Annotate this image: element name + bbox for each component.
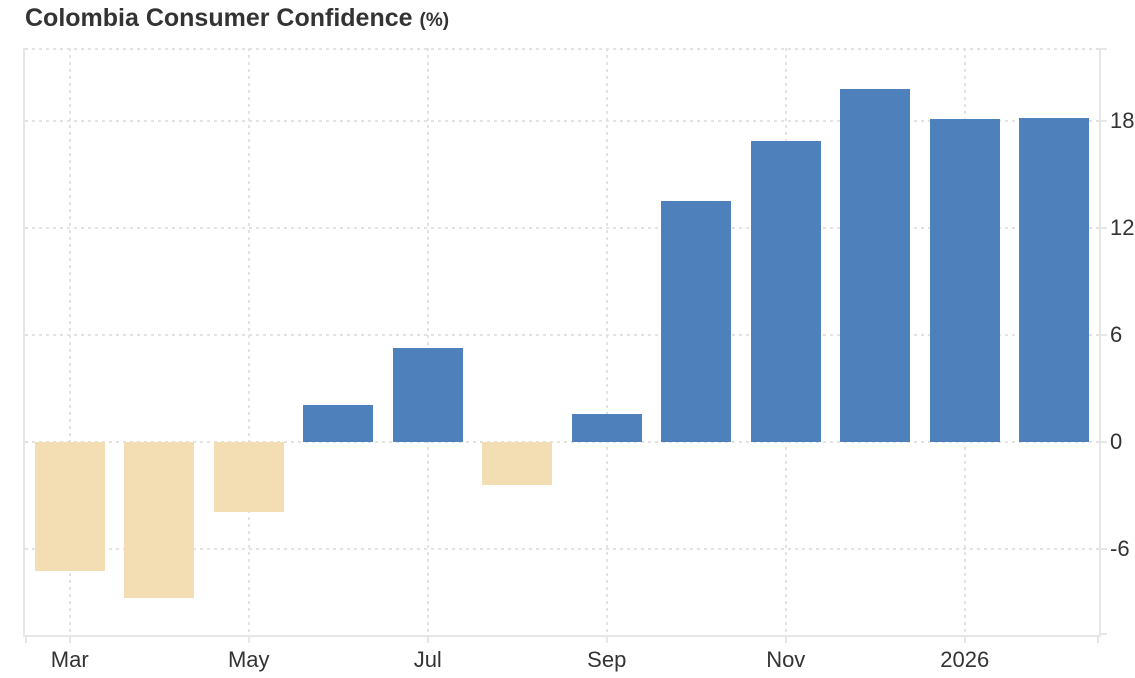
gridline-v-Jul <box>426 48 429 635</box>
y-axis-label-6: 6 <box>1110 322 1123 348</box>
y-axis-label-0: 0 <box>1110 429 1123 455</box>
bar-Jun[interactable] <box>303 404 374 443</box>
x-axis-tick-Sep <box>605 635 608 643</box>
bar-Feb 2026[interactable] <box>1019 117 1090 443</box>
bar-Jul[interactable] <box>392 347 463 443</box>
bar-Aug[interactable] <box>482 442 553 486</box>
y-axis-tick--6 <box>1099 548 1107 551</box>
bar-Dec[interactable] <box>840 89 911 443</box>
bar-Sep[interactable] <box>571 413 642 443</box>
y-axis-label-18: 18 <box>1110 108 1135 134</box>
y-axis-label--6: -6 <box>1110 536 1130 562</box>
y-axis-tick-12 <box>1099 227 1107 230</box>
y-axis-corner-tick-top <box>1099 48 1107 50</box>
x-axis-tick-Mar <box>68 635 71 643</box>
x-axis-label-Sep: Sep <box>587 647 627 672</box>
plot-area: 18 12 6 0 -6 Mar May Jul Sep Nov 2026 <box>23 48 1134 672</box>
x-axis-corner-tick-right <box>1097 635 1099 643</box>
x-axis-label-Mar: Mar <box>50 647 89 672</box>
chart-title-text: Colombia Consumer Confidence <box>25 4 413 32</box>
bar-Apr[interactable] <box>124 442 195 598</box>
x-axis-tick-Nov <box>784 635 787 643</box>
x-axis-corner-tick-left <box>25 635 27 643</box>
bar-Mar[interactable] <box>34 442 105 571</box>
x-axis-label-May: May <box>227 647 270 672</box>
bar-Nov[interactable] <box>750 140 821 443</box>
bar-Jan 2026[interactable] <box>929 119 1000 443</box>
x-axis-label-Jul: Jul <box>413 647 442 672</box>
bar-Oct[interactable] <box>661 201 732 443</box>
plot-top-border <box>25 48 1099 50</box>
x-axis-label-2026: 2026 <box>940 647 990 672</box>
x-axis-tick-Jul <box>426 635 429 643</box>
bar-May[interactable] <box>213 442 284 512</box>
x-axis-tick-2026 <box>963 635 966 643</box>
gridline-v-May <box>247 48 250 635</box>
y-axis-tick-18 <box>1099 120 1107 123</box>
y-axis-tick-6 <box>1099 334 1107 337</box>
chart-title: Colombia Consumer Confidence (%) <box>25 4 449 33</box>
y-axis-corner-tick-bottom <box>1099 633 1107 635</box>
x-axis-label-Nov: Nov <box>766 647 806 672</box>
chart-title-unit: (%) <box>419 10 450 31</box>
gridline-v-Sep <box>605 48 608 635</box>
y-axis-label-12: 12 <box>1110 215 1135 241</box>
x-axis-tick-May <box>247 635 250 643</box>
y-axis-tick-0 <box>1099 441 1107 444</box>
